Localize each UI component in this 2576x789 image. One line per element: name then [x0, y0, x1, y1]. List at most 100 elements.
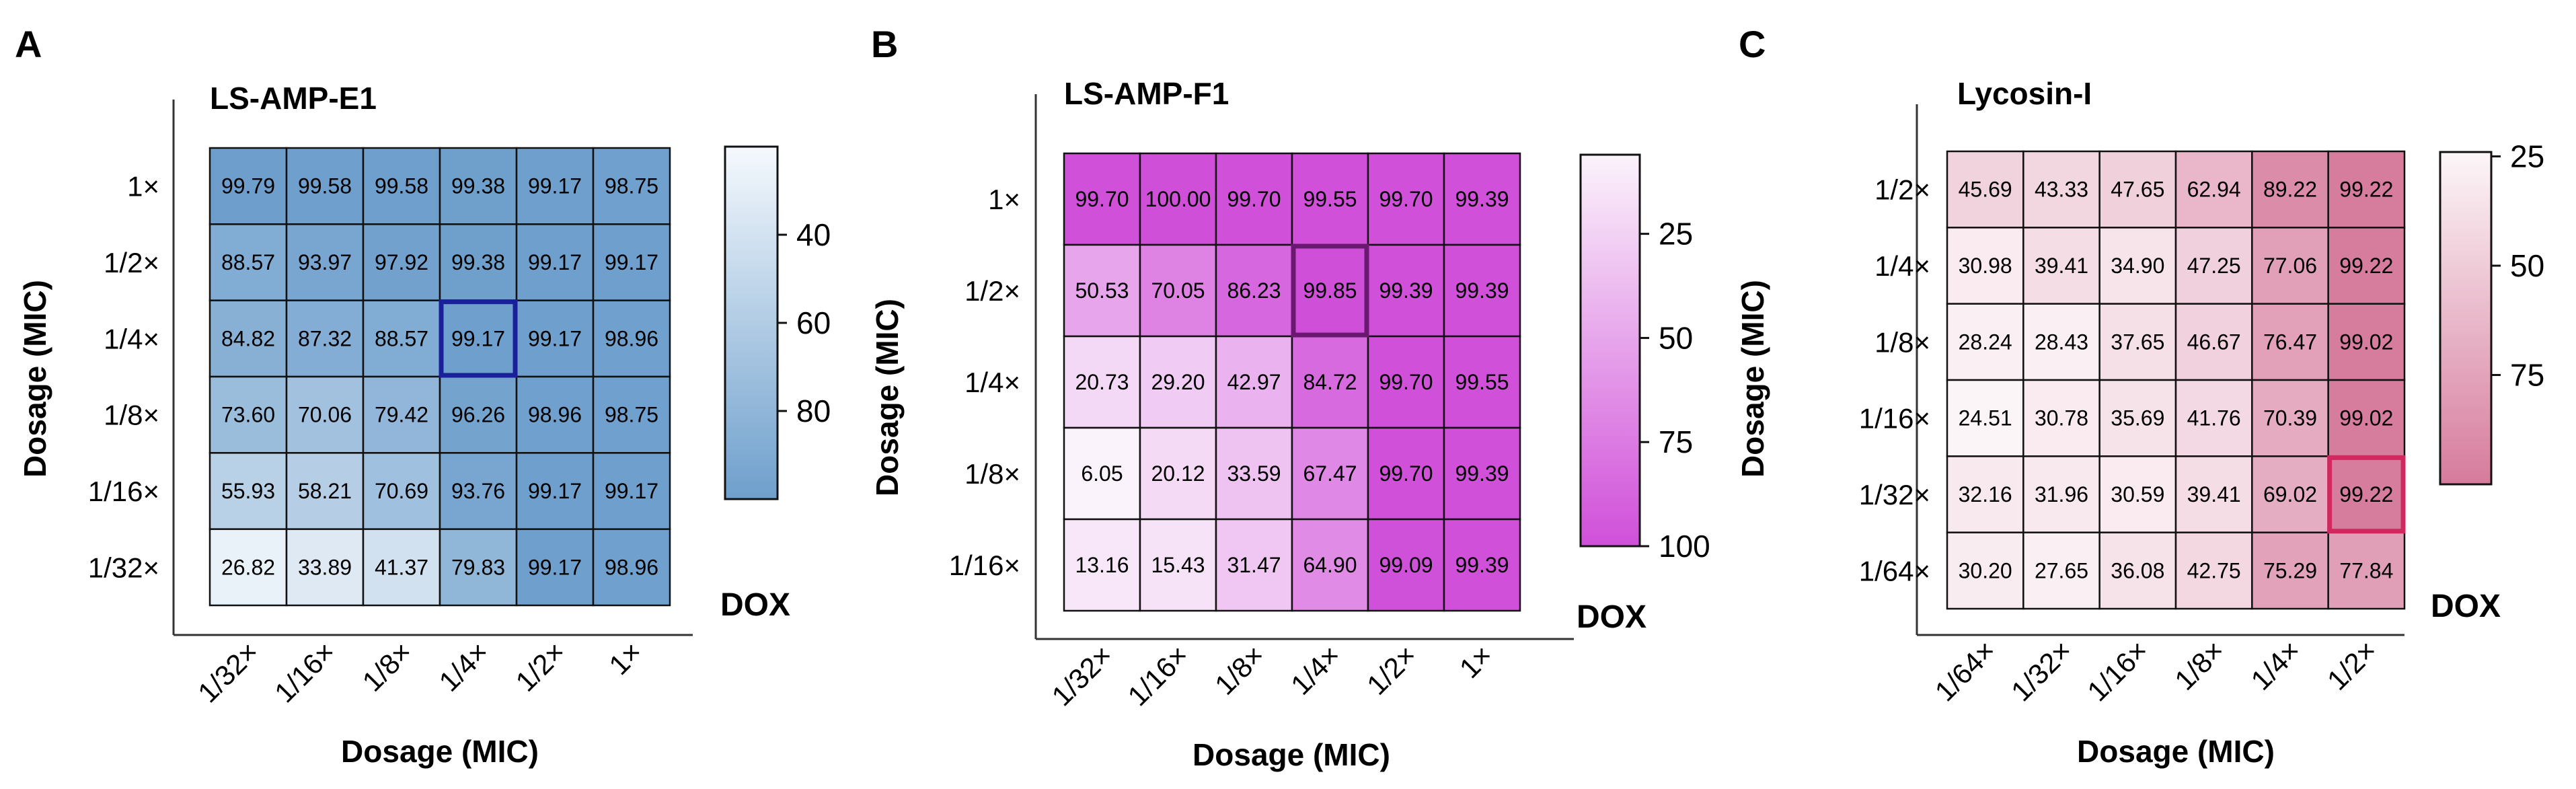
- cell-value-label: 96.26: [451, 403, 505, 427]
- y-tick-label: 1/64×: [1859, 555, 1930, 587]
- heatmap-cell: [592, 375, 671, 454]
- heatmap-cell: [515, 528, 595, 607]
- highlight-cell-outline: [1291, 243, 1369, 338]
- cell-value-label: 99.02: [2339, 406, 2393, 430]
- panel-letter: C: [1739, 23, 1766, 65]
- cell-value-label: 26.82: [221, 555, 275, 579]
- y-tick-label: 1/32×: [88, 552, 159, 583]
- chart-title: LS-AMP-E1: [210, 81, 377, 116]
- cell-value-label: 77.84: [2339, 558, 2393, 583]
- heatmap-cell: [1946, 303, 2024, 381]
- cell-value-label: 30.20: [1959, 558, 2012, 583]
- cell-value-label: 99.17: [605, 250, 658, 274]
- y-tick-label: 1/4×: [1874, 250, 1930, 282]
- heatmap-cell: [439, 147, 518, 225]
- y-tick-label: 1/16×: [1859, 403, 1930, 435]
- cell-value-label: 28.43: [2035, 330, 2088, 354]
- heatmap-cell: [1215, 152, 1293, 246]
- heatmap-cell: [1139, 518, 1217, 612]
- x-axis-title: Dosage (MIC): [2077, 734, 2275, 769]
- x-tick-label: 1/32×: [1045, 639, 1118, 712]
- cell-value-label: 99.39: [1455, 187, 1509, 211]
- cell-value-label: 35.69: [2111, 406, 2164, 430]
- heatmap-cell: [2022, 150, 2100, 229]
- highlight-cell-outline: [2327, 455, 2406, 534]
- heatmap-cell: [1139, 243, 1217, 338]
- heatmap-cell: [2174, 303, 2253, 381]
- cell-value-label: 46.67: [2187, 330, 2241, 354]
- cell-value-label: 99.55: [1455, 370, 1509, 394]
- cell-value-label: 67.47: [1303, 461, 1357, 486]
- cell-value-label: 39.41: [2187, 482, 2241, 506]
- cell-value-label: 99.39: [1379, 278, 1433, 303]
- x-tick-label: 1/2×: [2321, 634, 2383, 696]
- y-tick-label: 1/2×: [1874, 174, 1930, 206]
- heatmap-cell: [1367, 518, 1445, 612]
- cell-value-label: 69.02: [2263, 482, 2317, 506]
- heatmap-cell: [1291, 518, 1369, 612]
- heatmap-cell: [1291, 335, 1369, 429]
- heatmap-cell: [285, 299, 365, 378]
- cell-value-label: 99.22: [2339, 178, 2393, 202]
- cell-value-label: 47.65: [2111, 178, 2164, 202]
- heatmap-cell: [1063, 243, 1141, 338]
- heatmap-cell: [1291, 243, 1369, 338]
- heatmap-cell: [592, 528, 671, 607]
- x-tick-label: 1×: [603, 636, 648, 681]
- colorbar-tick-label: 40: [796, 217, 831, 252]
- heatmap-cell: [2174, 379, 2253, 457]
- cell-value-label: 100.00: [1145, 187, 1211, 211]
- cell-value-label: 31.96: [2035, 482, 2088, 506]
- panel-a: A LS-AMP-E1 99.79 99.58 99.58 99.38 99.17 98.75…: [15, 23, 831, 769]
- x-tick-label: 1/4×: [1285, 639, 1347, 701]
- cell-value-label: 31.47: [1227, 553, 1281, 577]
- cell-value-label: 99.70: [1379, 187, 1433, 211]
- heatmap-cell: [592, 223, 671, 301]
- cell-value-label: 15.43: [1151, 553, 1205, 577]
- cell-value-label: 98.96: [528, 403, 582, 427]
- cell-value-label: 99.09: [1379, 553, 1433, 577]
- cell-value-label: 30.78: [2035, 406, 2088, 430]
- x-tick-label: 1/8×: [356, 636, 418, 698]
- cell-value-label: 70.69: [375, 479, 428, 503]
- cell-value-label: 6.05: [1081, 461, 1123, 486]
- heatmap-cell: [2251, 531, 2329, 610]
- heatmap-cell: [1946, 455, 2024, 533]
- y-tick-label: 1/16×: [88, 476, 159, 507]
- cell-value-label: 84.72: [1303, 370, 1357, 394]
- heatmap-cell: [1443, 243, 1521, 338]
- cell-value-label: 39.41: [2035, 254, 2088, 278]
- cell-value-label: 99.58: [375, 174, 428, 198]
- cell-value-label: 27.65: [2035, 558, 2088, 583]
- colorbar-tick-label: 100: [1659, 529, 1710, 564]
- colorbar-label: DOX: [2431, 589, 2501, 624]
- cell-value-label: 99.70: [1379, 370, 1433, 394]
- cell-value-label: 76.47: [2263, 330, 2317, 354]
- panel-letter: A: [15, 23, 42, 65]
- cell-value-label: 88.57: [375, 326, 428, 350]
- heatmap-cell: [515, 223, 595, 301]
- heatmap-cell: [2174, 531, 2253, 610]
- cell-value-label: 77.06: [2263, 254, 2317, 278]
- heatmap-cell: [592, 147, 671, 225]
- cell-value-label: 99.85: [1303, 278, 1357, 303]
- cell-value-label: 84.82: [221, 326, 275, 350]
- y-tick-label: 1/8×: [1874, 326, 1930, 358]
- cell-value-label: 99.55: [1303, 187, 1357, 211]
- y-tick-label: 1×: [127, 171, 159, 202]
- x-tick-label: 1/2×: [1361, 639, 1423, 701]
- cell-value-label: 37.65: [2111, 330, 2164, 354]
- heatmap-cell: [285, 375, 365, 454]
- y-tick-label: 1/32×: [1859, 479, 1930, 511]
- cell-value-label: 99.02: [2339, 330, 2393, 354]
- cell-value-label: 89.22: [2263, 178, 2317, 202]
- cell-value-label: 20.12: [1151, 461, 1205, 486]
- heatmap-cell: [209, 147, 288, 225]
- heatmap-cell: [2327, 150, 2406, 229]
- heatmap-cell: [2098, 531, 2177, 610]
- heatmap-cell: [209, 223, 288, 301]
- colorbar-label: DOX: [720, 587, 790, 623]
- heatmap-cell: [2327, 227, 2406, 305]
- x-axis-title: Dosage (MIC): [1192, 737, 1390, 772]
